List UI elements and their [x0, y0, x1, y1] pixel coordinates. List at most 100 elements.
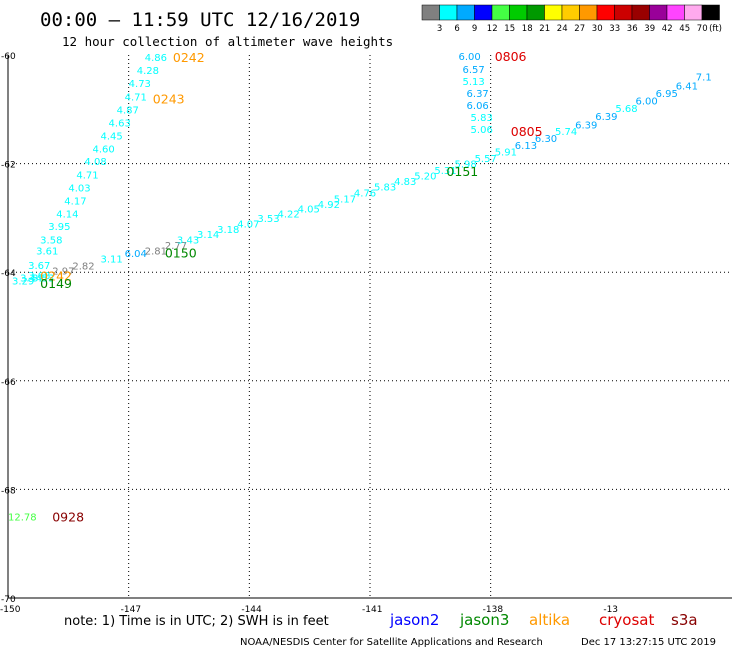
- wave-height-label: 3.18: [217, 225, 239, 236]
- wave-height-label: 6.39: [595, 112, 617, 123]
- wave-height-label: 5.20: [414, 172, 436, 183]
- wave-height-label: 2.77: [165, 241, 187, 252]
- wave-height-label: 6.00: [635, 97, 657, 108]
- wave-height-label: 4.76: [354, 188, 376, 199]
- wave-height-label: 2.81: [145, 246, 167, 257]
- wave-height-label: 4.60: [92, 144, 114, 155]
- scale-label: 39: [644, 24, 655, 34]
- scale-swatch: [421, 4, 440, 21]
- wave-height-label: 6.30: [535, 134, 557, 145]
- scale-label: 12: [487, 24, 498, 34]
- wave-height-label: 6.95: [656, 89, 678, 100]
- scale-label: 45: [679, 24, 690, 34]
- wave-height-label: 4.14: [56, 210, 78, 221]
- wave-height-label: 4.83: [394, 177, 416, 188]
- wave-height-label: 3.43: [177, 236, 199, 247]
- scale-label: (ft): [709, 24, 722, 34]
- time-label: 0242: [173, 50, 205, 65]
- wave-height-label: 3.11: [101, 255, 123, 266]
- scale-swatch: [439, 4, 458, 21]
- chart-subtitle: 12 hour collection of altimeter wave hei…: [62, 34, 393, 49]
- time-label: 0928: [52, 510, 84, 525]
- wave-height-label: 3.44: [20, 274, 42, 285]
- wave-height-label: 4.71: [125, 92, 147, 103]
- scale-swatch: [596, 4, 615, 21]
- scale-swatch: [701, 4, 720, 21]
- time-label: 0149: [40, 276, 72, 291]
- time-label: 0150: [165, 246, 197, 261]
- x-tick-label: -144: [241, 605, 262, 615]
- wave-height-label: 4.73: [129, 79, 151, 90]
- wave-height-label: 3.67: [28, 261, 50, 272]
- wave-height-label: 5.98: [454, 160, 476, 171]
- footer-credit: NOAA/NESDIS Center for Satellite Applica…: [240, 637, 543, 648]
- chart-title: 00:00 – 11:59 UTC 12/16/2019: [40, 9, 360, 31]
- scale-label: 42: [662, 24, 673, 34]
- y-tick-label: -68: [1, 486, 16, 496]
- x-tick-label: -150: [0, 605, 21, 615]
- scale-label: 3: [437, 24, 442, 34]
- wave-height-label: 5.57: [475, 154, 497, 165]
- wave-height-label: 4.08: [84, 157, 106, 168]
- scale-swatch: [544, 4, 563, 21]
- time-label: 0806: [495, 49, 527, 64]
- y-tick-label: -60: [1, 52, 16, 62]
- scale-swatch: [561, 4, 580, 21]
- scale-label: 30: [592, 24, 603, 34]
- wave-height-label: 4.71: [76, 170, 98, 181]
- wave-height-label: 3.53: [257, 214, 279, 225]
- wave-height-label: 5.83: [471, 113, 493, 124]
- scale-swatch: [526, 4, 545, 21]
- scale-label: 9: [472, 24, 477, 34]
- wave-height-label: 4.28: [137, 66, 159, 77]
- wave-height-label: 5.91: [495, 148, 517, 159]
- wave-height-label: 7.1: [696, 73, 712, 84]
- time-label: 0243: [153, 91, 185, 106]
- scale-label: 70: [697, 24, 708, 34]
- wave-height-label: 4.07: [237, 219, 259, 230]
- wave-height-label: 5.06: [471, 125, 493, 136]
- wave-height-label: 4.17: [64, 197, 86, 208]
- wave-height-label: 4.22: [277, 210, 299, 221]
- wave-height-label: 3.58: [40, 236, 62, 247]
- wave-height-label: 3.95: [48, 222, 70, 233]
- scale-swatch: [614, 4, 633, 21]
- satellite-legend-item: jason3: [459, 611, 509, 629]
- scale-label: 24: [557, 24, 568, 34]
- wave-height-label: 6.37: [467, 89, 489, 100]
- y-tick-label: -70: [1, 595, 16, 605]
- wave-height-label: 5.13: [463, 77, 485, 88]
- data-points: 3.293.443.683.67 3.613.58 3.954.14 4.17 4.03…: [8, 52, 712, 523]
- x-tick-label: -13: [603, 605, 618, 615]
- scale-swatch: [579, 4, 598, 21]
- wave-height-label: 3.53: [32, 274, 54, 285]
- wave-height-label: 4.45: [101, 131, 123, 142]
- wave-height-label: 6.39: [575, 121, 597, 132]
- wave-height-label: 4.03: [68, 183, 90, 194]
- scale-swatch: [631, 4, 650, 21]
- wave-height-label: 6.06: [467, 101, 489, 112]
- wave-height-label: 5.83: [374, 182, 396, 193]
- wave-height-label: 4.92: [318, 200, 340, 211]
- time-label: 0151: [446, 164, 478, 179]
- footer-timestamp: Dec 17 13:27:15 UTC 2019: [581, 637, 716, 648]
- time-label: 0242: [40, 268, 72, 283]
- satellite-legend-item: altika: [529, 611, 570, 629]
- y-tick-label: -62: [1, 161, 16, 171]
- wave-height-label: 4.87: [117, 105, 139, 116]
- time-labels: 0242 0242 0243 0149 0150 0151 0806 0805 0928: [40, 49, 542, 524]
- scale-label: 15: [504, 24, 515, 34]
- footer-note: note: 1) Time is in UTC; 2) SWH is in fe…: [64, 614, 329, 629]
- scale-swatch: [456, 4, 475, 21]
- scale-swatch: [474, 4, 493, 21]
- axis-ticks: -150 -147 -144 -141 -138 -13 -60 -62 -64 -66 -68 -7…: [0, 52, 618, 615]
- y-tick-label: -66: [1, 378, 16, 388]
- scale-swatch: [666, 4, 685, 21]
- wave-height-label: 4.86: [145, 53, 167, 64]
- satellite-legend-item: jason2: [389, 611, 439, 629]
- wave-height-label: 3.68: [28, 271, 50, 282]
- x-tick-label: -141: [362, 605, 382, 615]
- wave-height-label: 4.63: [109, 118, 131, 129]
- x-tick-label: -138: [483, 605, 504, 615]
